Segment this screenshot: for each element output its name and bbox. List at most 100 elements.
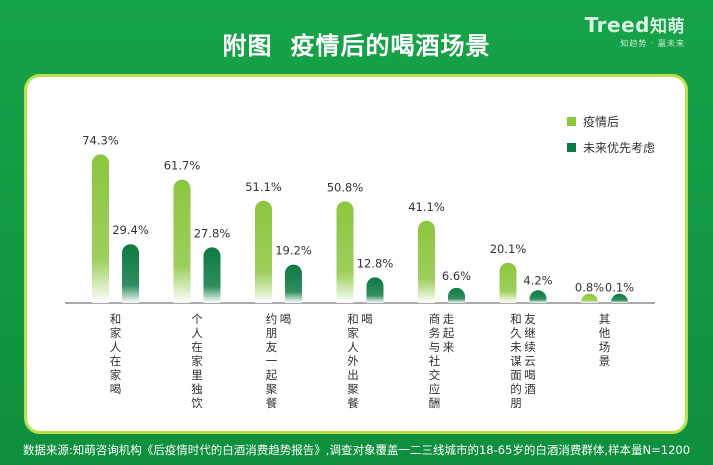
svg-text:他: 他 xyxy=(599,326,611,340)
svg-text:面: 面 xyxy=(510,368,522,382)
logo-slogan: 知趋势 · 赢未来 xyxy=(620,39,685,48)
bar-value-label: 27.8% xyxy=(194,226,231,240)
svg-text:商: 商 xyxy=(429,312,441,326)
svg-text:独: 独 xyxy=(191,382,203,396)
bar-future-priority xyxy=(611,293,628,303)
bar-future-priority xyxy=(122,244,139,303)
svg-text:喝: 喝 xyxy=(110,382,122,396)
bar-future-priority xyxy=(529,290,547,303)
bar-future-priority xyxy=(203,247,221,303)
svg-text:喝: 喝 xyxy=(524,368,536,382)
svg-text:场: 场 xyxy=(599,340,611,354)
svg-text:和: 和 xyxy=(110,312,122,326)
svg-text:人: 人 xyxy=(347,340,359,354)
svg-text:友: 友 xyxy=(266,340,278,354)
svg-text:聚: 聚 xyxy=(266,382,278,396)
svg-text:在: 在 xyxy=(191,340,203,354)
svg-text:久: 久 xyxy=(510,326,522,340)
brand-logo: Treed知萌 知趋势 · 赢未来 xyxy=(585,12,685,49)
chart-card: 74.3% 29.4% 和家人在家喝 61.7% 27.8% 个人在家里独饮 51.1% 19… xyxy=(24,74,688,434)
svg-text:起: 起 xyxy=(443,326,455,340)
bar-after-epidemic xyxy=(336,201,354,303)
legend-label: 未来优先考虑 xyxy=(583,141,655,155)
bar-value-label: 50.8% xyxy=(327,180,364,194)
bar-after-epidemic xyxy=(255,200,272,303)
bar-value-label: 4.2% xyxy=(523,274,552,288)
bar-value-label: 0.8% xyxy=(575,280,604,294)
logo-cn: 知萌 xyxy=(650,17,685,37)
bar-value-label: 19.2% xyxy=(275,244,312,258)
title-part2: 疫情后的喝酒场景 xyxy=(290,32,491,60)
svg-text:和: 和 xyxy=(347,312,359,326)
bar-value-label: 0.1% xyxy=(605,281,634,295)
svg-text:谋: 谋 xyxy=(510,354,522,368)
svg-text:友: 友 xyxy=(524,312,536,326)
svg-text:起: 起 xyxy=(266,368,278,382)
svg-text:家: 家 xyxy=(347,326,359,340)
legend-swatch xyxy=(567,117,576,126)
svg-text:在: 在 xyxy=(110,354,122,368)
title-part1: 附图 xyxy=(222,32,273,60)
bar-after-epidemic xyxy=(173,179,191,303)
bar-value-label: 20.1% xyxy=(490,242,527,256)
logo-text: Treed xyxy=(584,13,650,37)
svg-text:酒: 酒 xyxy=(524,382,536,396)
svg-text:朋: 朋 xyxy=(510,396,522,410)
svg-text:的: 的 xyxy=(510,382,522,396)
bar-future-priority xyxy=(366,277,384,303)
svg-text:未: 未 xyxy=(510,340,522,354)
legend-swatch xyxy=(567,143,576,152)
bar-value-label: 41.1% xyxy=(408,200,445,214)
legend-label: 疫情后 xyxy=(583,114,619,129)
svg-text:和: 和 xyxy=(510,312,522,326)
bar-value-label: 51.1% xyxy=(245,180,282,194)
bar-after-epidemic xyxy=(581,293,598,303)
svg-text:云: 云 xyxy=(524,354,536,368)
svg-text:继: 继 xyxy=(524,326,536,340)
svg-text:出: 出 xyxy=(347,368,359,382)
bar-value-label: 61.7% xyxy=(164,159,201,173)
svg-text:餐: 餐 xyxy=(347,396,359,410)
svg-text:里: 里 xyxy=(191,368,203,382)
svg-text:其: 其 xyxy=(599,312,611,326)
svg-text:一: 一 xyxy=(266,354,278,368)
svg-text:来: 来 xyxy=(443,340,455,354)
svg-text:交: 交 xyxy=(429,368,441,382)
bar-after-epidemic xyxy=(92,154,109,303)
bar-after-epidemic xyxy=(418,220,435,303)
bar-after-epidemic xyxy=(499,262,517,303)
svg-text:社: 社 xyxy=(429,354,441,368)
svg-text:个: 个 xyxy=(191,312,203,326)
svg-text:人: 人 xyxy=(191,326,203,340)
page-title: 附图 疫情后的喝酒场景 xyxy=(0,26,713,61)
svg-text:家: 家 xyxy=(110,326,122,340)
svg-text:家: 家 xyxy=(110,368,122,382)
svg-text:聚: 聚 xyxy=(347,382,359,396)
bar-value-label: 29.4% xyxy=(112,223,149,237)
bar-value-label: 6.6% xyxy=(442,269,471,283)
svg-text:应: 应 xyxy=(429,382,441,396)
bar-value-label: 12.8% xyxy=(357,256,394,270)
svg-text:续: 续 xyxy=(524,340,536,354)
svg-text:酬: 酬 xyxy=(429,396,441,410)
svg-text:人: 人 xyxy=(110,340,122,354)
svg-text:与: 与 xyxy=(429,340,441,354)
svg-text:家: 家 xyxy=(191,354,203,368)
svg-text:务: 务 xyxy=(429,326,441,340)
svg-text:喝: 喝 xyxy=(280,312,292,326)
bar-value-label: 74.3% xyxy=(82,133,119,147)
svg-text:景: 景 xyxy=(599,354,611,368)
data-source-note: 数据来源:知萌咨询机构《后疫情时代的白酒消费趋势报告》,调查对象覆盖一二三线城市… xyxy=(22,443,691,457)
logo-main: Treed知萌 xyxy=(585,12,685,37)
svg-text:喝: 喝 xyxy=(361,312,373,326)
bar-future-priority xyxy=(285,264,302,303)
svg-text:约: 约 xyxy=(266,312,278,326)
svg-text:饮: 饮 xyxy=(191,396,203,410)
